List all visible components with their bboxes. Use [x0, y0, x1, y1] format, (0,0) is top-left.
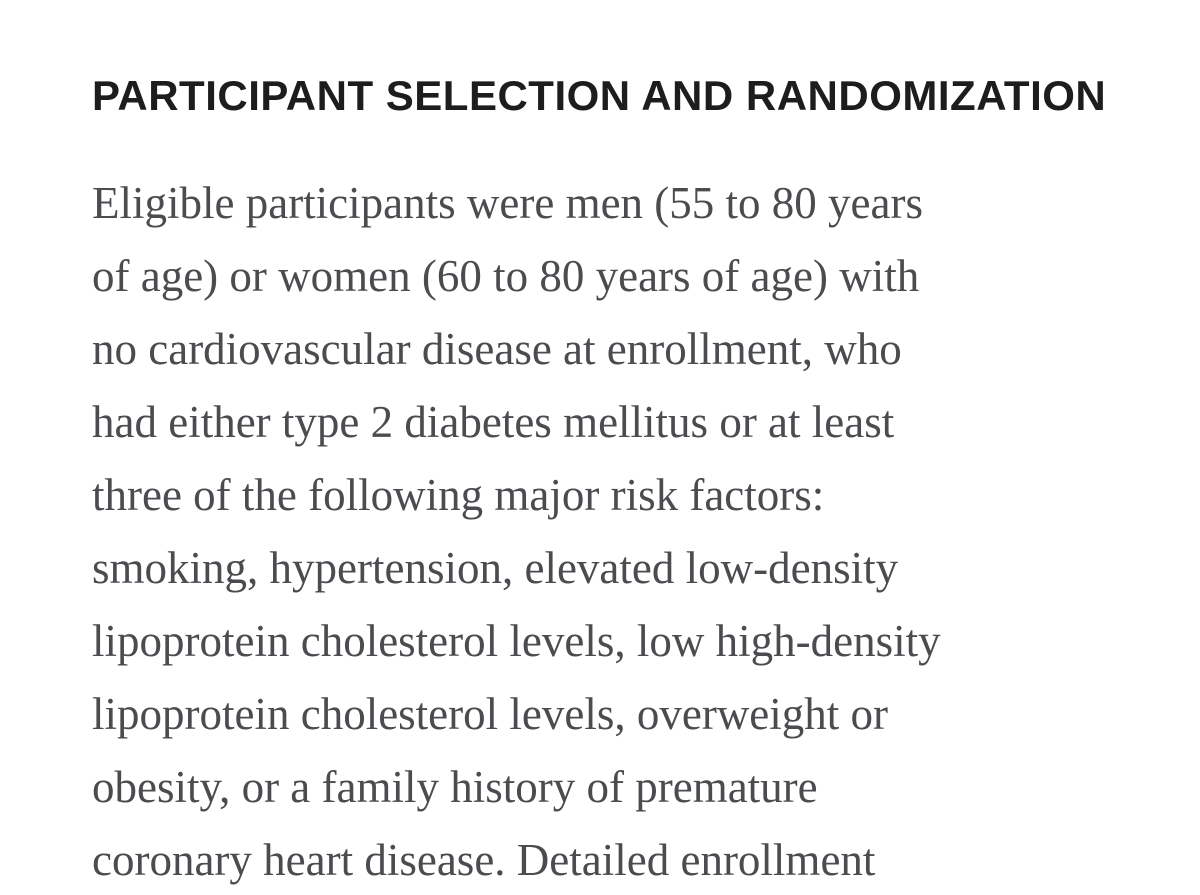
text-line: obesity, or a family history of prematur… — [92, 762, 818, 812]
section-heading: PARTICIPANT SELECTION AND RANDOMIZATION — [92, 72, 1107, 119]
text-line: lipoprotein cholesterol levels, overweig… — [92, 689, 889, 739]
text-line: three of the following major risk factor… — [92, 470, 825, 520]
text-line: coronary heart disease. Detailed enrollm… — [92, 835, 876, 885]
text-line: had either type 2 diabetes mellitus or a… — [92, 397, 895, 447]
text-line: no cardiovascular disease at enrollment,… — [92, 324, 902, 374]
text-line: Eligible participants were men (55 to 80… — [92, 178, 923, 228]
paragraph: Eligible participants were men (55 to 80… — [92, 167, 1120, 895]
text-line: of age) or women (60 to 80 years of age)… — [92, 251, 920, 301]
text-line: lipoprotein cholesterol levels, low high… — [92, 616, 941, 666]
text-line: smoking, hypertension, elevated low-dens… — [92, 543, 899, 593]
